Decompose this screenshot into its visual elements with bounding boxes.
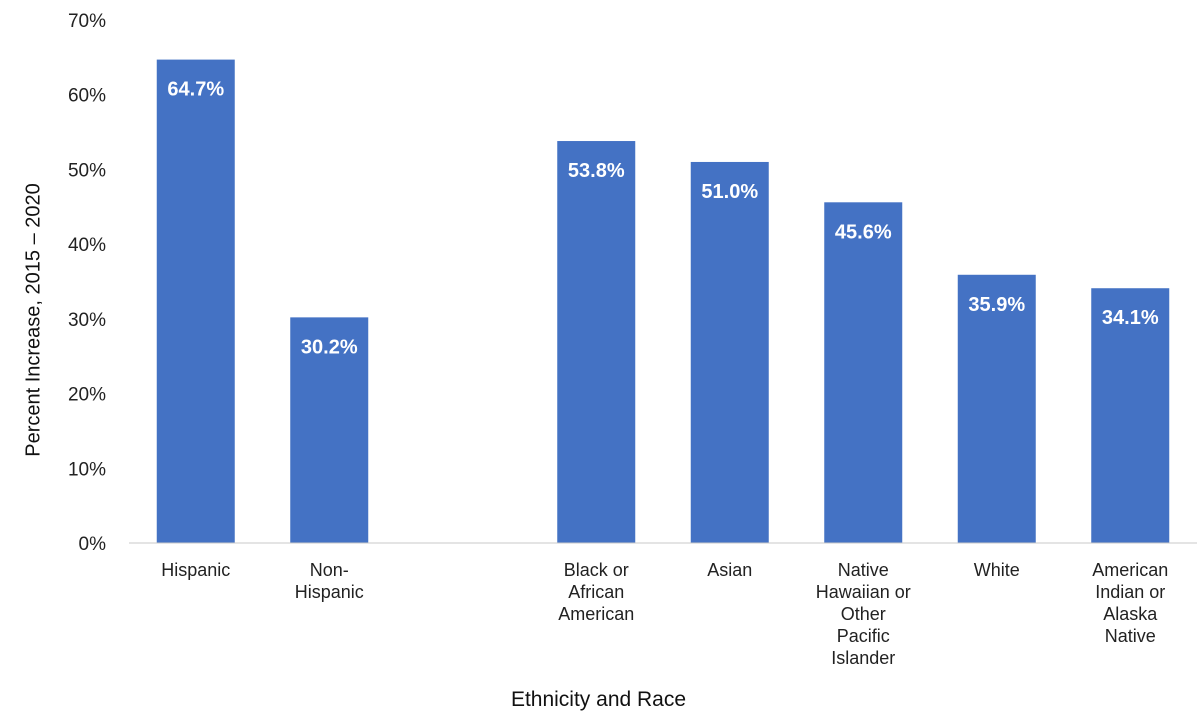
y-tick-label: 60% [68, 86, 106, 107]
bars: 64.7% 30.2% 53.8% 51.0% 45.6% 35.9% 34.1% [156, 59, 1170, 543]
y-tick-label: 50% [68, 160, 106, 181]
bar [156, 59, 235, 543]
y-tick-label: 40% [68, 235, 106, 256]
x-axis-label: Ethnicity and Race [510, 688, 687, 711]
bar-data-label: 53.8% [568, 160, 625, 182]
y-axis-ticks: 0% 10% 20% 30% 40% 50% 60% 70% [68, 11, 106, 555]
x-category-label: Hispanic [295, 582, 364, 602]
bar [1091, 288, 1170, 543]
y-tick-label: 20% [68, 385, 106, 406]
x-category-label: Non- [310, 560, 349, 580]
y-tick-label: 30% [68, 310, 106, 331]
y-tick-label: 0% [79, 534, 107, 555]
x-category-label: Indian or [1095, 582, 1165, 602]
y-tick-label: 70% [68, 11, 106, 32]
x-category-label: Other [841, 604, 886, 624]
bar [957, 274, 1036, 543]
bar [824, 202, 903, 543]
bar [690, 161, 769, 543]
x-category-label: Alaska [1103, 604, 1158, 624]
bar-data-label: 64.7% [167, 79, 224, 101]
x-category-label: White [974, 560, 1020, 580]
y-axis-label: Percent Increase, 2015 – 2020 [22, 183, 45, 457]
bar-data-label: 35.9% [968, 294, 1025, 316]
x-category-label: American [558, 604, 634, 624]
x-category-label: American [1092, 560, 1168, 580]
bar [557, 141, 636, 543]
x-category-label: Islander [831, 648, 895, 668]
x-category-label: Asian [707, 560, 752, 580]
x-category-label: Native [838, 560, 889, 580]
x-category-label: Native [1105, 626, 1156, 646]
x-category-label: Pacific [837, 626, 890, 646]
bar-data-label: 51.0% [701, 181, 758, 203]
bar-data-label: 30.2% [301, 336, 358, 358]
y-tick-label: 10% [68, 459, 106, 480]
bar [290, 317, 369, 543]
x-category-label: Black or [564, 560, 629, 580]
bar-data-label: 45.6% [835, 221, 892, 243]
x-category-label: Hawaiian or [816, 582, 911, 602]
x-category-label: African [568, 582, 624, 602]
x-category-label: Hispanic [161, 560, 230, 580]
bar-data-label: 34.1% [1102, 307, 1159, 329]
